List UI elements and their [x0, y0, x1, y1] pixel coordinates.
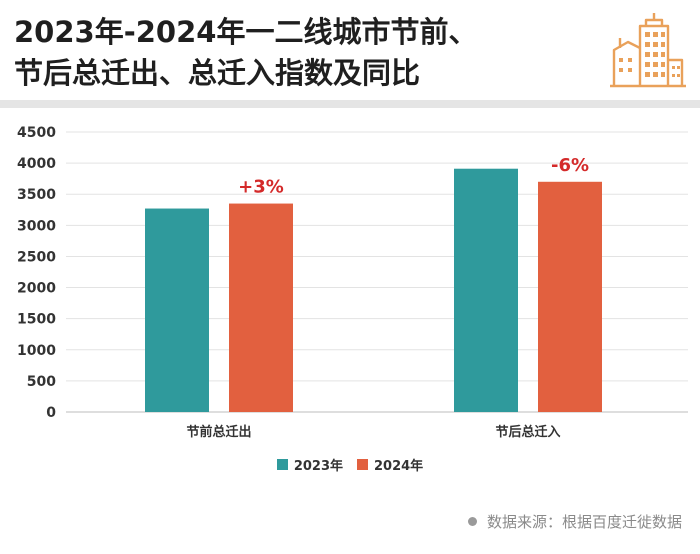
- y-tick-label: 2000: [17, 281, 56, 297]
- bar-2024: [229, 203, 293, 412]
- x-category-label: 节后总迁入: [495, 424, 560, 440]
- city-buildings-icon: [606, 8, 688, 90]
- legend-item-2023: 2023年: [276, 455, 343, 474]
- legend-label-2024: 2024年: [374, 458, 424, 474]
- change-annotation: -6%: [551, 155, 589, 176]
- chart-title: 2023年-2024年一二线城市节前、 节后总迁出、总迁入指数及同比: [14, 12, 604, 94]
- header-divider: [0, 100, 700, 108]
- chart-legend: 2023年 2024年: [0, 452, 700, 476]
- bar-2023: [145, 208, 209, 412]
- legend-swatch-2024: [357, 458, 368, 470]
- bar-2023: [454, 168, 518, 412]
- legend-item-2024: 2024年: [357, 455, 423, 474]
- y-tick-label: 1000: [17, 343, 56, 359]
- y-tick-label: 0: [46, 405, 56, 421]
- y-tick-label: 4000: [17, 156, 56, 172]
- x-category-label: 节前总迁出: [186, 424, 251, 440]
- change-annotation: +3%: [238, 177, 284, 198]
- title-line-2: 节后总迁出、总迁入指数及同比: [14, 56, 421, 90]
- y-tick-label: 1500: [17, 312, 56, 328]
- source-note: 数据来源：根据百度迁徙数据: [467, 506, 682, 536]
- bullet-dot-icon: [467, 516, 477, 526]
- y-tick-label: 3000: [17, 218, 56, 234]
- legend-swatch-2023: [276, 458, 288, 470]
- source-text: 数据来源：根据百度迁徙数据: [486, 512, 682, 531]
- legend-label-2023: 2023年: [293, 458, 343, 474]
- y-tick-label: 4500: [17, 125, 56, 141]
- y-tick-label: 2500: [17, 249, 56, 265]
- y-tick-label: 500: [27, 374, 56, 390]
- title-line-1: 2023年-2024年一二线城市节前、: [14, 15, 478, 49]
- y-tick-label: 3500: [17, 187, 56, 203]
- bar-chart: 0 500 1000 1500 2000 2500 3000 3500 4000 4500 +3% 节…: [17, 125, 688, 440]
- bar-2024: [538, 181, 602, 412]
